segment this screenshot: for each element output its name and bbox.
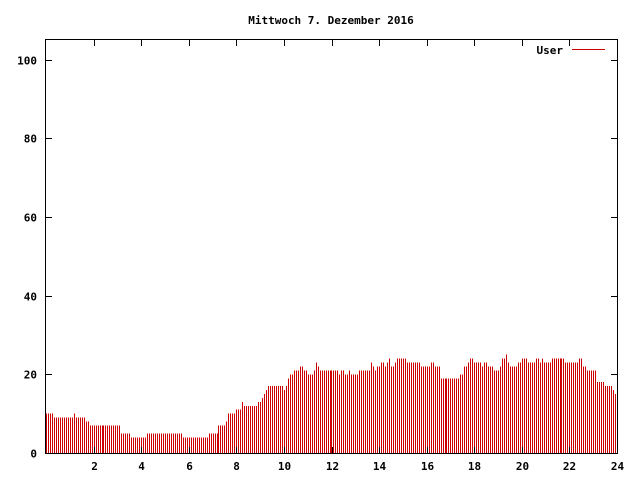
y-tick-label: 100	[17, 55, 37, 68]
y-tick-label: 60	[24, 212, 37, 225]
x-tick-label: 8	[233, 460, 240, 473]
x-tick-label: 6	[186, 460, 193, 473]
x-tick-label: 20	[516, 460, 529, 473]
y-tick-label: 20	[24, 369, 37, 382]
legend-label-user: User	[537, 44, 564, 57]
y-tick-label: 80	[24, 133, 37, 146]
x-tick-label: 24	[611, 460, 625, 473]
x-tick-label: 16	[421, 460, 435, 473]
x-tick-label: 22	[563, 460, 576, 473]
x-axis-ticks: 2 4 6 8 10 12 14 16 18 20 22 24	[91, 40, 624, 473]
x-tick-label: 12	[326, 460, 339, 473]
x-tick-label: 4	[138, 460, 145, 473]
x-tick-label: 14	[373, 460, 387, 473]
x-tick-label: 10	[278, 460, 291, 473]
y-tick-label: 40	[24, 291, 37, 304]
legend: User	[537, 44, 605, 57]
bar-series-user	[46, 354, 618, 453]
y-tick-label: 0	[30, 448, 37, 461]
x-tick-label: 2	[91, 460, 98, 473]
plot-frame	[45, 39, 618, 454]
chart-title: Mittwoch 7. Dezember 2016	[248, 14, 414, 27]
x-tick-label: 18	[468, 460, 481, 473]
y-axis-ticks: 0 20 40 60 80 100	[17, 55, 617, 461]
